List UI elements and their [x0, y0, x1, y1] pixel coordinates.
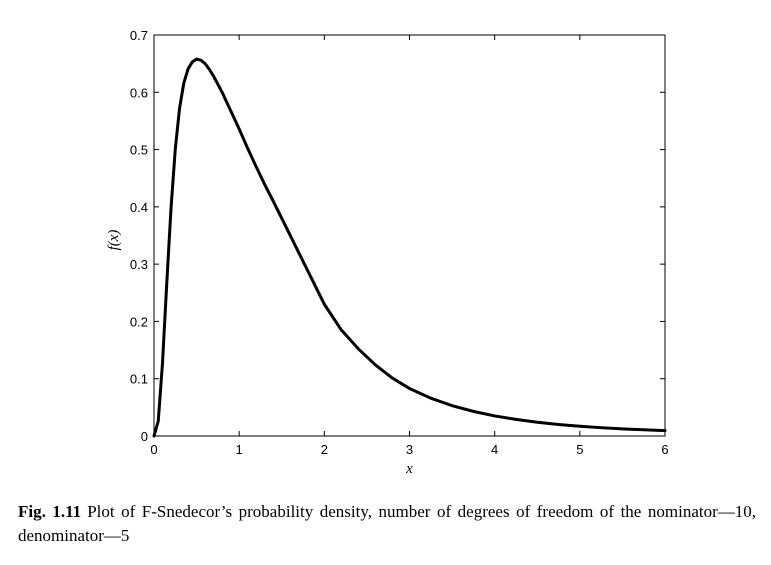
y-tick-label: 0.6	[130, 85, 148, 100]
caption-figure-number: Fig. 1.11	[18, 502, 82, 521]
caption-text: Plot of F-Snedecor’s probability density…	[18, 502, 756, 545]
x-tick-label: 4	[491, 442, 498, 457]
x-tick-label: 5	[576, 442, 583, 457]
y-tick-label: 0.2	[130, 314, 148, 329]
y-tick-label: 0	[141, 429, 148, 444]
x-tick-label: 6	[661, 442, 668, 457]
figure-caption: Fig. 1.11 Plot of F-Snedecor’s probabilit…	[18, 500, 756, 548]
density-chart: 0 1 2 3 4 5 6 0 0.1 0.2 0.3 0.4 0.5 0.6 0.7 x f(x)	[106, 28, 669, 477]
y-tick-label: 0.1	[130, 372, 148, 387]
x-axis-label: x	[405, 461, 413, 477]
y-axis-label: f(x)	[106, 230, 122, 251]
x-tick-label: 2	[321, 442, 328, 457]
y-tick-label: 0.5	[130, 143, 148, 158]
plot-frame	[153, 34, 666, 437]
y-tick-label: 0.3	[130, 257, 148, 272]
x-tick-label: 0	[150, 442, 157, 457]
x-tick-label: 1	[236, 442, 243, 457]
y-tick-label: 0.4	[130, 200, 148, 215]
axis-ticks	[153, 34, 666, 437]
density-curve	[152, 57, 667, 438]
tick-labels: 0 1 2 3 4 5 6 0 0.1 0.2 0.3 0.4 0.5 0.6 0.7	[130, 28, 669, 457]
y-tick-label: 0.7	[130, 28, 148, 43]
x-tick-label: 3	[406, 442, 413, 457]
